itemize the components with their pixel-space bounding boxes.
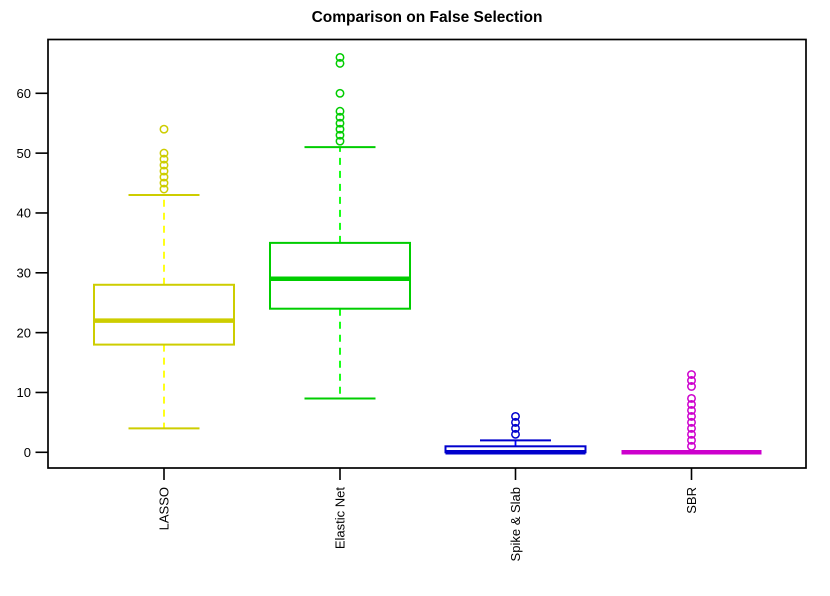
- outlier-point: [687, 423, 696, 433]
- y-tick-label: 10: [17, 385, 31, 400]
- y-tick-label: 20: [17, 325, 31, 340]
- x-axis: LASSO Elastic Net Spike & Slab SBR: [157, 468, 699, 561]
- iqr-box: [269, 241, 411, 310]
- outlier-point: [687, 441, 696, 451]
- outlier-point: [511, 429, 520, 439]
- outlier-point: [687, 394, 696, 403]
- y-axis: 0 10 20 30 40 50 60: [17, 86, 48, 460]
- outlier-point: [159, 184, 169, 194]
- boxplot-spike-slab: [444, 411, 587, 455]
- outlier-point: [159, 154, 169, 164]
- outlier-point: [511, 411, 520, 421]
- x-tick-label: Spike & Slab: [508, 487, 523, 561]
- y-tick-label: 40: [17, 206, 31, 221]
- outlier-point: [687, 405, 696, 415]
- x-tick-label: LASSO: [157, 487, 172, 530]
- outlier-point: [335, 136, 345, 146]
- outlier-point: [335, 112, 345, 122]
- outlier-point: [335, 124, 345, 134]
- outlier-point: [687, 435, 696, 445]
- outlier-point: [687, 429, 696, 439]
- outlier-point: [335, 106, 345, 116]
- boxplot-elastic-net: [269, 52, 411, 400]
- outlier-point: [687, 376, 696, 385]
- boxplot-series-group: [93, 52, 762, 455]
- outlier-point: [159, 172, 169, 182]
- outlier-point: [159, 148, 169, 158]
- outlier-point: [159, 160, 169, 170]
- x-tick-label: Elastic Net: [333, 487, 348, 550]
- y-tick-label: 50: [17, 146, 31, 161]
- boxplot-lasso: [93, 124, 235, 430]
- outlier-point: [687, 399, 696, 409]
- outlier-point: [159, 124, 169, 134]
- y-tick-label: 0: [24, 445, 31, 460]
- outlier-point: [687, 382, 696, 391]
- outlier-point: [511, 423, 520, 433]
- outlier-point: [335, 130, 345, 140]
- boxplot-sbr: [621, 370, 762, 455]
- chart-title: Comparison on False Selection: [312, 9, 543, 26]
- outlier-point: [335, 58, 345, 68]
- iqr-box: [93, 283, 235, 346]
- outlier-point: [159, 178, 169, 188]
- y-tick-label: 60: [17, 86, 31, 101]
- plot-border: [47, 38, 807, 469]
- y-tick-label: 30: [17, 266, 31, 281]
- outlier-point: [511, 417, 520, 427]
- outlier-point: [335, 88, 345, 98]
- outlier-point: [335, 52, 345, 62]
- outlier-point: [687, 370, 696, 379]
- outlier-point: [335, 118, 345, 128]
- outlier-point: [687, 417, 696, 427]
- outlier-point: [159, 166, 169, 176]
- x-tick-label: SBR: [684, 487, 699, 514]
- outlier-point: [687, 411, 696, 421]
